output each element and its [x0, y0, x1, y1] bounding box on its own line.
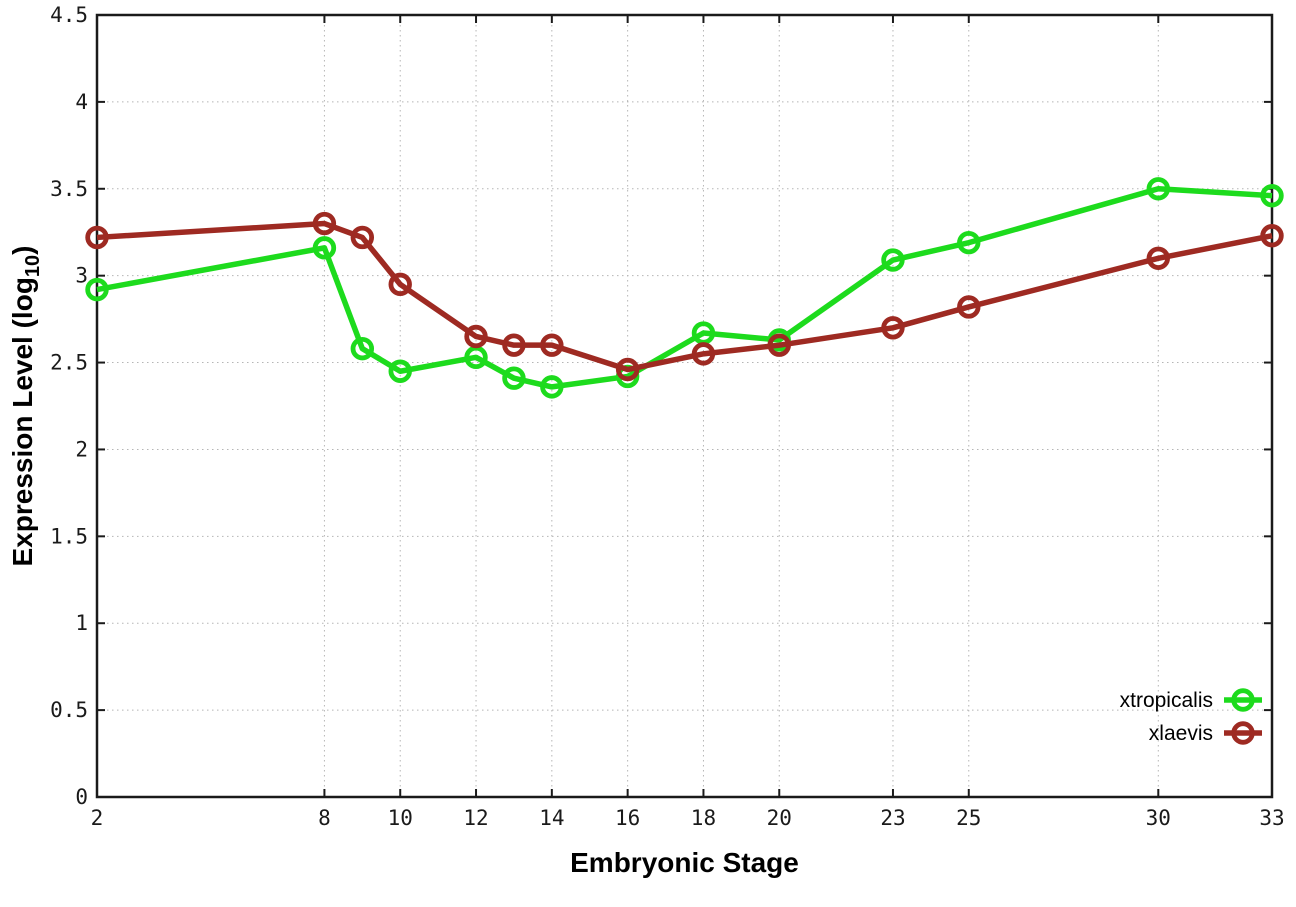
x-tick-label: 18: [691, 806, 716, 830]
legend: xtropicalis xlaevis: [1120, 688, 1262, 745]
series-xtropicalis: [85, 177, 1284, 399]
y-tick-label: 0.5: [50, 698, 88, 722]
data-point-xlaevis: [691, 342, 716, 366]
x-tick-label: 2: [91, 806, 104, 830]
data-point-xtropicalis: [350, 336, 375, 361]
y-axis-title-end: ): [7, 246, 38, 255]
x-tick-label: 12: [463, 806, 488, 830]
data-point-xtropicalis: [502, 366, 526, 390]
data-point-xlaevis: [957, 295, 981, 319]
legend-row-xtropicalis: xtropicalis: [1120, 688, 1262, 712]
x-tick-label: 20: [767, 806, 792, 830]
data-point-xtropicalis: [388, 359, 412, 383]
x-tick-label: 25: [956, 806, 981, 830]
y-tick-label: 2: [75, 437, 88, 461]
y-tick-label: 2.5: [50, 351, 88, 375]
gridlines: [97, 15, 1272, 797]
x-tick-label: 14: [539, 806, 564, 830]
y-tick-label: 3.5: [50, 177, 88, 201]
y-tick-label: 4.5: [50, 3, 88, 27]
y-tick-label: 4: [75, 90, 88, 114]
y-tick-label: 1: [75, 611, 88, 635]
data-point-xlaevis: [540, 333, 564, 357]
data-point-xtropicalis: [881, 248, 905, 272]
legend-label-xlaevis: xlaevis: [1149, 722, 1213, 745]
data-point-xtropicalis: [1260, 184, 1284, 208]
y-tick-label: 3: [75, 264, 88, 288]
data-point-xlaevis: [1146, 246, 1170, 270]
x-tick-label: 30: [1146, 806, 1171, 830]
data-point-xlaevis: [881, 316, 905, 340]
x-tick-label: 8: [318, 806, 331, 830]
series-xlaevis: [85, 211, 1284, 382]
data-point-xtropicalis: [312, 236, 337, 260]
legend-label-xtropicalis: xtropicalis: [1120, 689, 1213, 712]
data-point-xlaevis: [312, 211, 337, 236]
data-point-xlaevis: [502, 333, 526, 357]
legend-marker-xlaevis: [1231, 721, 1255, 745]
legend-row-xlaevis: xlaevis: [1149, 721, 1262, 745]
y-tick-label: 1.5: [50, 524, 88, 548]
data-point-xtropicalis: [85, 277, 109, 302]
plot-border: [95, 13, 1274, 799]
data-point-xlaevis: [350, 225, 375, 250]
legend-marker-xtropicalis: [1231, 688, 1255, 712]
data-point-xtropicalis: [540, 375, 564, 399]
y-axis-title: Expression Level (log10): [7, 246, 44, 567]
x-axis-title: Embryonic Stage: [570, 847, 799, 878]
data-point-xlaevis: [85, 225, 109, 250]
data-point-xtropicalis: [957, 230, 981, 255]
data-point-xlaevis: [615, 357, 640, 382]
x-tick-label: 16: [615, 806, 640, 830]
x-tick-label: 33: [1259, 806, 1284, 830]
data-point-xlaevis: [1260, 223, 1284, 248]
tick-marks: [96, 14, 1273, 798]
data-point-xlaevis: [464, 324, 488, 349]
data-point-xlaevis: [767, 333, 791, 357]
x-tick-label: 10: [388, 806, 413, 830]
data-point-xlaevis: [388, 272, 412, 297]
y-tick-label: 0: [75, 785, 88, 809]
x-tick-label: 23: [880, 806, 905, 830]
series-line-xlaevis: [96, 220, 1273, 373]
y-axis-title-main: Expression Level (log: [7, 277, 38, 566]
data-point-xtropicalis: [1146, 177, 1170, 201]
y-axis-title-subscript: 10: [22, 255, 44, 277]
